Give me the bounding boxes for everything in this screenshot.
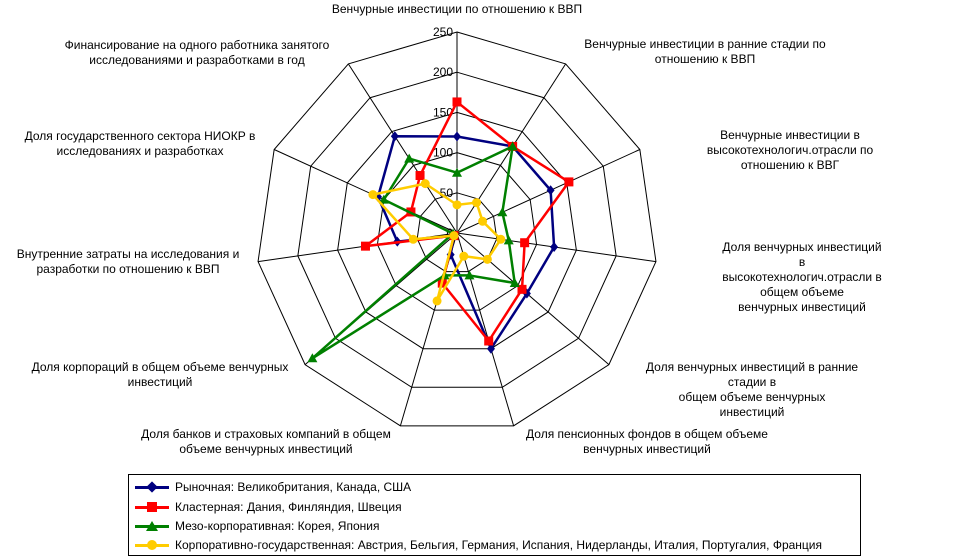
series-point-meso-2	[507, 141, 518, 151]
series-point-cluster-11	[415, 171, 425, 181]
series-point-meso-4	[503, 235, 514, 245]
series-point-corporate-state-3	[478, 216, 488, 226]
legend-item-meso: Мезо-корпоративная: Корея, Япония	[129, 516, 860, 536]
axis-label-8: Доля корпораций в общем объеме венчурных…	[31, 360, 289, 389]
legend-marker-market	[146, 481, 158, 493]
axis-label-9: Внутренние затраты на исследования и раз…	[16, 247, 240, 276]
series-line-cluster	[364, 100, 571, 343]
series-point-corporate-state-6	[459, 251, 469, 261]
legend-item-market: Рыночная: Великобритания, Канада, США	[129, 477, 860, 497]
series-point-corporate-state-2	[472, 198, 482, 208]
axis-label-2: Венчурные инвестиции в ранние стадии по …	[584, 37, 826, 66]
series-point-meso-6	[464, 270, 475, 280]
grid-ring-250	[257, 31, 657, 427]
axis-label-5: Доля венчурных инвестиций в ранние стади…	[645, 360, 859, 419]
axis-label-10: Доля государственного сектора НИОКР в ис…	[24, 129, 256, 158]
axis-spoke-10	[273, 149, 458, 234]
tick-label-100: 100	[433, 146, 453, 160]
series-point-corporate-state-7	[432, 296, 442, 306]
tick-label-150: 150	[433, 105, 453, 119]
legend-label-corporate-state: Корпоративно-государственная: Австрия, Б…	[175, 538, 823, 552]
series-point-corporate-state-11	[420, 179, 430, 189]
series-point-cluster-1	[452, 97, 462, 107]
series-point-market-4	[550, 241, 559, 252]
series-point-cluster-5	[517, 284, 527, 294]
legend: Рыночная: Великобритания, Канада, США Кл…	[128, 474, 861, 556]
series-point-market-11	[390, 131, 399, 142]
legend-marker-corporate-state	[147, 540, 157, 550]
series-line-market	[376, 135, 556, 350]
series-point-corporate-state-1	[452, 200, 462, 210]
axis-spoke-6	[456, 232, 515, 426]
axis-label-3: Венчурные инвестиции в высокотехнологич.…	[706, 128, 874, 172]
series-point-corporate-state-10	[368, 190, 378, 200]
series-point-cluster-9	[360, 241, 370, 251]
grid-ring-200	[297, 71, 617, 388]
series-point-meso-5	[509, 278, 520, 288]
axis-label-7: Доля банков и страховых компаний в общем…	[141, 427, 391, 456]
axis-label-6: Доля пенсионных фондов в общем объеме ве…	[526, 427, 768, 456]
axis-label-11: Финансирование на одного работника занят…	[64, 38, 330, 67]
series-point-corporate-state-4	[496, 234, 506, 244]
series-line-meso	[311, 145, 516, 360]
series-point-corporate-state-8	[449, 231, 459, 241]
series-point-meso-8	[307, 353, 318, 363]
legend-item-cluster: Кластерная: Дания, Финляндия, Швеция	[129, 497, 860, 517]
series-point-cluster-6	[484, 336, 494, 346]
tick-label-200: 200	[433, 65, 453, 79]
axis-spoke-5	[456, 232, 610, 366]
series-point-cluster-3	[564, 177, 574, 187]
legend-marker-meso	[146, 521, 158, 531]
axis-spoke-11	[347, 63, 458, 234]
tick-label-250: 250	[433, 25, 453, 39]
legend-marker-cluster	[147, 502, 157, 512]
series-point-meso-10	[378, 194, 389, 204]
legend-item-corporate-state: Корпоративно-государственная: Австрия, Б…	[129, 535, 860, 555]
series-point-meso-1	[452, 167, 462, 177]
series-point-market-6	[486, 343, 495, 354]
series-point-market-3	[546, 185, 555, 196]
series-point-meso-11	[404, 153, 415, 163]
legend-label-market: Рыночная: Великобритания, Канада, США	[175, 480, 412, 494]
series-point-market-1	[453, 131, 461, 142]
axis-label-1: Венчурные инвестиции по отношению к ВВП	[331, 2, 583, 16]
legend-label-cluster: Кластерная: Дания, Финляндия, Швеция	[175, 500, 402, 514]
series-point-meso-3	[497, 207, 508, 217]
series-point-corporate-state-9	[408, 234, 418, 244]
series-point-cluster-4	[520, 238, 530, 248]
grid-ring-150	[337, 111, 577, 350]
axis-label-4: Доля венчурных инвестиций в высокотехнол…	[722, 240, 882, 314]
series-point-corporate-state-5	[482, 254, 492, 264]
legend-label-meso: Мезо-корпоративная: Корея, Япония	[175, 519, 380, 533]
